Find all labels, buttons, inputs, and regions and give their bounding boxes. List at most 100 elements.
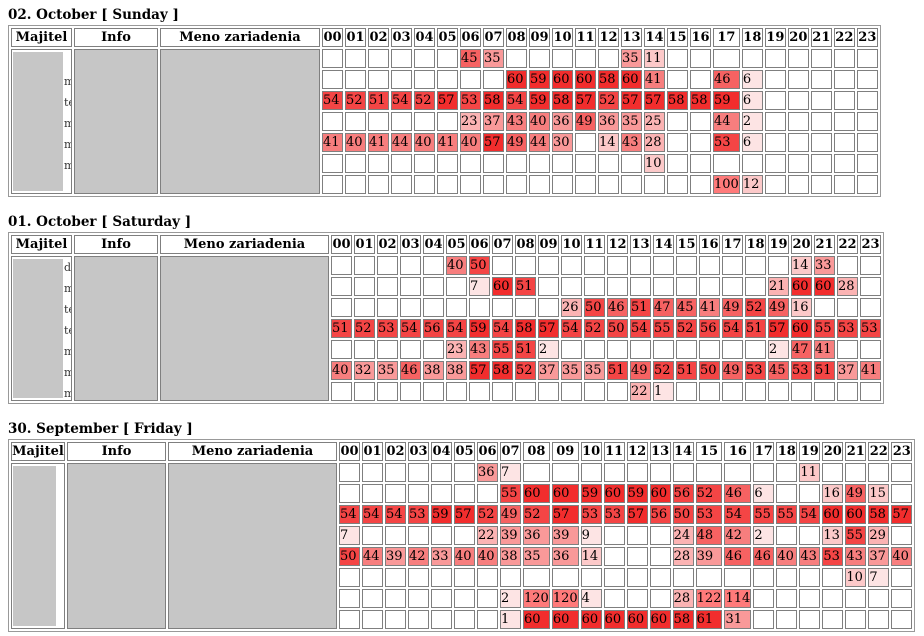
hour-cell: 28 [644, 133, 665, 152]
hour-cell [724, 568, 752, 587]
hour-cell: 23 [446, 340, 467, 359]
hour-cell: 6 [741, 91, 763, 110]
hour-header: 23 [891, 442, 913, 461]
hour-cell: 44 [713, 112, 740, 131]
hour-cell [667, 70, 688, 89]
hour-cell: 37 [837, 361, 858, 380]
hour-cell [845, 463, 867, 482]
hour-cell [362, 484, 383, 503]
device-name-cell-redacted [168, 463, 337, 629]
hour-cell: 56 [649, 505, 671, 524]
hour-cell: 60 [575, 70, 596, 89]
hour-cell [860, 256, 881, 275]
hour-header: 02 [368, 28, 389, 47]
hour-cell [822, 610, 844, 629]
table-row: 60 59 60 60 58 60 41 46 6 [11, 70, 878, 89]
hour-cell [331, 298, 352, 317]
hour-cell [437, 175, 458, 194]
hour-cell [561, 382, 582, 401]
hour-header: 07 [483, 28, 504, 47]
hour-cell [621, 175, 642, 194]
hour-cell [891, 589, 913, 608]
hour-header: 22 [837, 235, 858, 254]
info-stub-text: m [63, 71, 71, 92]
hour-cell [856, 91, 878, 110]
hour-cell: 55 [492, 340, 513, 359]
hour-cell [431, 589, 452, 608]
hour-cell: 35 [377, 361, 398, 380]
hour-cell [810, 112, 832, 131]
hour-cell: 28 [837, 277, 858, 296]
hour-cell [776, 463, 798, 482]
hour-cell [799, 610, 821, 629]
hour-cell: 54 [561, 319, 582, 338]
hour-cell [833, 133, 855, 152]
hour-cell [362, 610, 383, 629]
hour-cell [787, 133, 809, 152]
hour-header: 16 [699, 235, 720, 254]
hour-cell [339, 589, 360, 608]
hour-header: 03 [400, 235, 421, 254]
hour-cell: 53 [580, 505, 602, 524]
hour-cell [368, 175, 389, 194]
hour-cell [322, 70, 343, 89]
hour-cell: 58 [868, 505, 890, 524]
hour-cell [814, 298, 835, 317]
hour-cell [787, 49, 809, 68]
table-row: mtemmm45353511 [11, 49, 878, 194]
hour-cell: 54 [506, 91, 527, 110]
hour-cell [741, 49, 763, 68]
hour-cell [385, 526, 406, 545]
hour-cell: 25 [644, 112, 665, 131]
hour-header: 10 [561, 235, 582, 254]
hour-cell [552, 154, 573, 173]
hour-cell [561, 277, 582, 296]
hour-cell [626, 547, 648, 566]
hour-cell [810, 133, 832, 152]
hour-cell [483, 175, 504, 194]
hour-header: 04 [414, 28, 435, 47]
hour-cell [837, 298, 858, 317]
hour-cell: 57 [644, 91, 665, 110]
hour-cell [598, 175, 619, 194]
hour-cell [362, 463, 383, 482]
usage-table: Majitel Info Meno zariadenia 00 01 02 03 04 05 06… [8, 25, 881, 197]
hour-header: 02 [377, 235, 398, 254]
hour-cell: 40 [446, 256, 467, 275]
hour-cell [672, 463, 694, 482]
hour-cell: 44 [362, 547, 383, 566]
hour-cell [722, 256, 743, 275]
column-header-info: Info [74, 28, 158, 47]
hour-cell: 60 [603, 610, 625, 629]
hour-cell: 42 [724, 526, 752, 545]
hour-header: 23 [856, 28, 878, 47]
hour-cell: 23 [460, 112, 481, 131]
hour-cell [833, 112, 855, 131]
hour-cell: 4 [580, 589, 602, 608]
hour-cell: 40 [454, 547, 475, 566]
hour-cell: 59 [469, 319, 490, 338]
hour-cell: 59 [626, 484, 648, 503]
hour-cell [868, 589, 890, 608]
hour-cell [676, 277, 697, 296]
hour-cell [630, 277, 651, 296]
hour-cell: 6 [741, 70, 763, 89]
hour-cell: 43 [799, 547, 821, 566]
table-row: 2 120 120 4 28 122 114 [11, 589, 913, 608]
hour-cell: 54 [630, 319, 651, 338]
hour-cell [322, 175, 343, 194]
hour-cell: 10 [644, 154, 665, 173]
hour-cell [377, 277, 398, 296]
hour-header: 11 [575, 28, 596, 47]
hour-header: 14 [644, 28, 665, 47]
hour-cell: 49 [722, 361, 743, 380]
owner-cell-redacted: dmtetemmm [11, 256, 72, 401]
hour-cell [676, 256, 697, 275]
hour-cell [603, 463, 625, 482]
hour-cell: 56 [699, 319, 720, 338]
table-row: 36 7 11 [11, 463, 913, 629]
hour-cell [690, 175, 711, 194]
hour-cell [561, 256, 582, 275]
hour-header: 01 [345, 28, 366, 47]
info-stub-text: m [63, 155, 71, 176]
